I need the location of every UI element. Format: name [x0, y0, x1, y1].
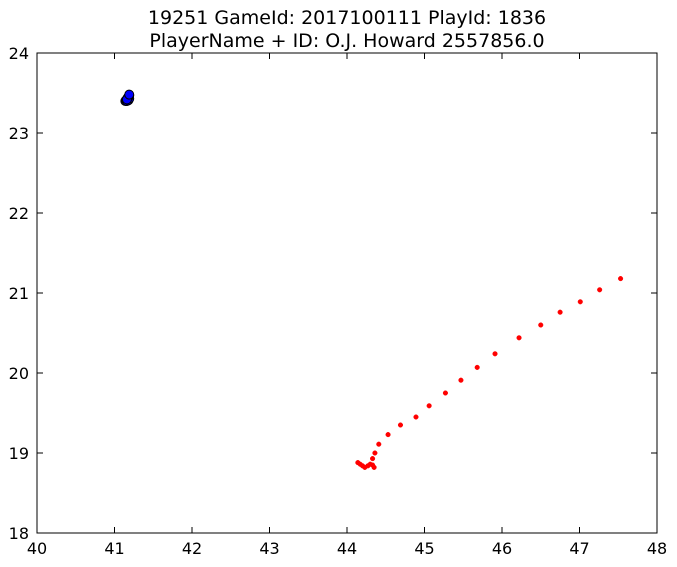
y-tick-label: 19 [9, 444, 29, 463]
player_track-point [538, 322, 544, 328]
x-tick-label: 41 [104, 539, 124, 558]
y-tick-label: 22 [9, 204, 29, 223]
player_track-point [442, 390, 448, 396]
x-tick-label: 46 [492, 539, 512, 558]
player_track-point [597, 287, 603, 293]
data-series [120, 89, 624, 470]
chart-title-line-2: PlayerName + ID: O.J. Howard 2557856.0 [149, 30, 544, 52]
player_track-point [492, 351, 498, 357]
series-player_track [355, 276, 624, 470]
player_track-point [516, 335, 522, 341]
y-tick-label: 24 [9, 44, 29, 63]
x-tick-label: 47 [569, 539, 589, 558]
axis-tick-labels: 40 41 42 43 44 45 46 47 48 18 19 20 21 22 23 24 [9, 44, 668, 558]
player_track-point [557, 309, 563, 315]
player_track-point [376, 441, 382, 447]
player_track-point [372, 450, 378, 456]
series-ball_position [120, 89, 135, 106]
player_track-point [474, 364, 480, 370]
ball_position-point [124, 89, 135, 100]
chart-title-line-1: 19251 GameId: 2017100111 PlayId: 1836 [148, 7, 546, 29]
y-tick-label: 18 [9, 524, 29, 543]
player_track-point [371, 464, 377, 470]
player_track-point [397, 422, 404, 428]
plot-frame [36, 52, 658, 534]
player_track-point [618, 276, 624, 282]
y-tick-label: 20 [9, 364, 29, 383]
plot-background [37, 53, 657, 533]
x-tick-label: 40 [27, 539, 47, 558]
x-tick-label: 48 [647, 539, 667, 558]
player_track-point [413, 414, 419, 420]
x-tick-label: 42 [182, 539, 202, 558]
x-tick-label: 43 [259, 539, 279, 558]
player_track-point [385, 432, 391, 438]
plot-area [37, 53, 657, 533]
player_track-point [458, 377, 464, 383]
axes-border [36, 52, 658, 534]
player_track-point [426, 403, 432, 409]
x-tick-label: 44 [337, 539, 357, 558]
y-tick-label: 21 [9, 284, 29, 303]
player_track-point [370, 456, 376, 462]
x-tick-label: 45 [414, 539, 434, 558]
player_track-point [577, 299, 583, 305]
y-tick-label: 23 [9, 124, 29, 143]
